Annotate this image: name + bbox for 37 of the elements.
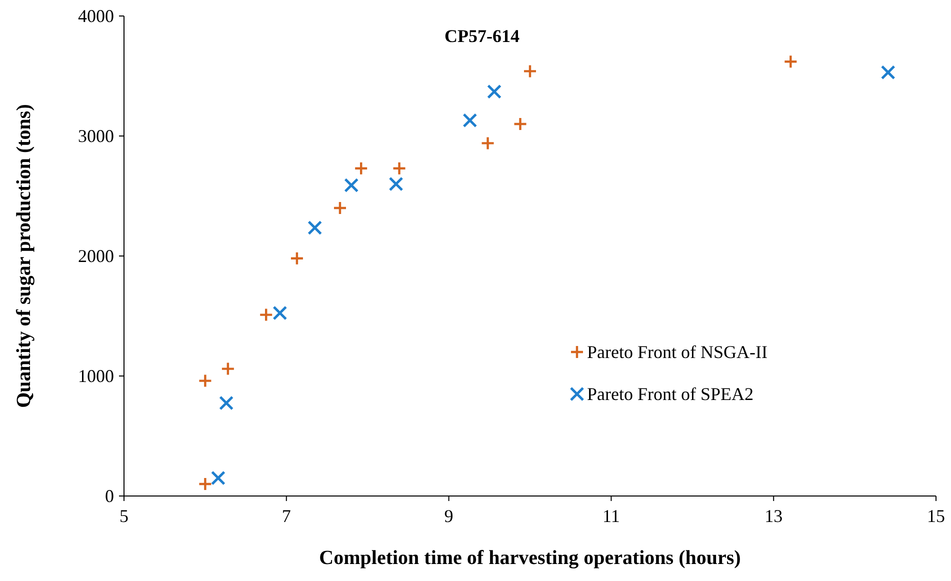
point bbox=[513, 116, 528, 132]
point bbox=[784, 54, 798, 69]
x-tick-label: 11 bbox=[602, 506, 620, 526]
y-tick-label: 0 bbox=[105, 486, 114, 506]
point bbox=[388, 176, 404, 192]
point bbox=[392, 161, 406, 176]
text: CP57-614 bbox=[444, 26, 520, 46]
point bbox=[219, 396, 234, 410]
point bbox=[259, 308, 274, 322]
x-tick-label: 15 bbox=[927, 506, 945, 526]
point bbox=[198, 476, 212, 492]
x-tick-label: 7 bbox=[282, 506, 291, 526]
point bbox=[880, 65, 896, 80]
point bbox=[332, 200, 348, 216]
y-tick-label: 1000 bbox=[78, 366, 114, 386]
point bbox=[272, 306, 288, 320]
y-tick-label: 3000 bbox=[78, 126, 114, 146]
legend-label: Pareto Front of NSGA-II bbox=[587, 342, 768, 362]
y-tick-label: 4000 bbox=[78, 6, 114, 26]
point bbox=[487, 84, 502, 99]
point bbox=[344, 178, 359, 192]
y-tick-label: 2000 bbox=[78, 246, 114, 266]
point bbox=[522, 64, 538, 78]
point bbox=[198, 374, 212, 388]
y-axis-title: Quantity of sugar production (tons) bbox=[13, 104, 35, 408]
legend-label: Pareto Front of SPEA2 bbox=[587, 384, 754, 404]
x-axis-title: Completion time of harvesting operations (hours) bbox=[319, 547, 741, 569]
point bbox=[220, 362, 236, 376]
point bbox=[480, 136, 495, 150]
point bbox=[354, 161, 368, 176]
x-tick-label: 13 bbox=[764, 506, 783, 526]
x-tick-label: 5 bbox=[120, 506, 128, 526]
point bbox=[462, 113, 478, 128]
point bbox=[308, 220, 322, 236]
point bbox=[290, 251, 304, 266]
x-tick-label: 9 bbox=[444, 506, 454, 526]
point bbox=[210, 470, 226, 486]
